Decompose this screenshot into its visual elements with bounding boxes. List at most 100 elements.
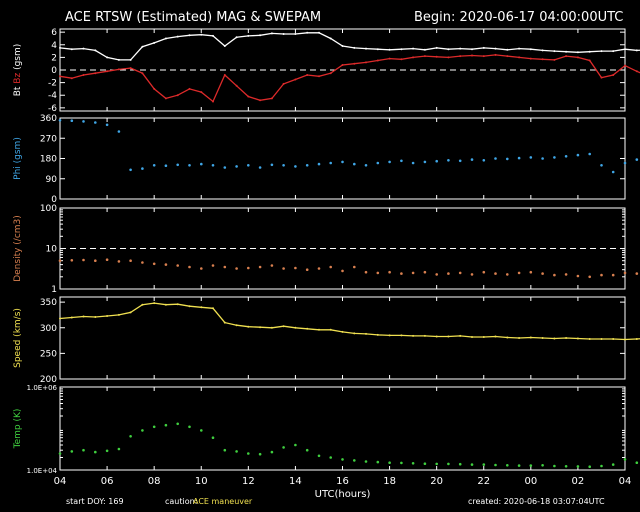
density-ylabel: Density (/cm3) (13, 215, 23, 282)
bz-data-point (117, 68, 120, 71)
speed-data-point (270, 326, 273, 329)
phi-data-point (82, 120, 85, 123)
bz-data-point (423, 55, 426, 58)
phi-data-point (247, 164, 250, 167)
density-data-point (353, 265, 356, 269)
speed-data-point (164, 303, 167, 306)
x-tick-label: 02 (572, 476, 585, 487)
temp-data-point (529, 464, 533, 467)
bt-data-point (353, 46, 356, 49)
created-time: created: 2020-06-18 03:07:04UTC (468, 497, 605, 506)
bt-data-point (600, 50, 603, 53)
temp-panel-frame (59, 386, 626, 471)
phi-data-point (588, 152, 591, 156)
temp-data-point (482, 463, 486, 466)
density-data-point (200, 267, 203, 270)
temp-data-point (94, 450, 97, 454)
temp-data-point (517, 464, 521, 467)
temp-data-point (447, 462, 450, 466)
density-data-point (235, 267, 238, 270)
mag-ytick-label: -4 (48, 91, 57, 101)
density-data-point (141, 261, 144, 264)
speed-data-point (529, 336, 532, 339)
mag-ytick-label: -2 (48, 79, 57, 89)
speed-data-point (365, 332, 367, 335)
temp-data-point (70, 450, 74, 453)
speed-data-point (588, 338, 591, 340)
bt-data-point (447, 48, 450, 51)
phi-data-point (623, 161, 627, 165)
bz-data-point (447, 56, 450, 59)
bz-data-point (600, 76, 603, 79)
phi-data-point (541, 157, 544, 160)
x-tick-label: 08 (148, 476, 161, 487)
x-tick-label: 06 (101, 476, 114, 487)
speed-data-point (200, 306, 203, 309)
phi-data-point (94, 121, 97, 124)
temp-data-point (635, 461, 639, 465)
speed-ytick-label: 300 (40, 324, 57, 334)
density-data-point (388, 270, 391, 274)
bz-data-point (494, 53, 497, 56)
bt-data-point (129, 58, 132, 61)
temp-data-point (458, 462, 462, 466)
density-ytick-label: 100 (40, 204, 57, 214)
speed-data-point (247, 325, 250, 328)
temp-data-point (152, 425, 156, 429)
temp-data-point (270, 450, 274, 454)
phi-data-point (223, 166, 227, 169)
speed-data-point (94, 316, 97, 318)
phi-data-point (364, 164, 368, 167)
density-data-point (611, 273, 615, 277)
density-data-point (529, 270, 533, 274)
phi-data-point (305, 164, 309, 167)
phi-ytick-label: 270 (40, 134, 57, 144)
speed-series-line (59, 302, 640, 341)
bt-data-point (435, 46, 438, 49)
bz-data-point (306, 74, 309, 76)
speed-data-point (259, 326, 262, 329)
mag-ytick-label: 4 (51, 41, 57, 51)
phi-data-point (341, 160, 344, 164)
density-data-point (447, 272, 450, 275)
temp-data-point (317, 454, 321, 458)
bz-data-point (635, 70, 638, 73)
phi-data-point (105, 123, 109, 127)
x-tick-label: 04 (619, 476, 632, 487)
speed-data-point (388, 334, 391, 337)
phi-data-point (164, 164, 168, 167)
temp-data-point (329, 456, 333, 459)
x-tick-label: 00 (524, 476, 537, 487)
phi-data-point (117, 130, 121, 133)
bz-data-point (106, 70, 109, 73)
bt-data-point (200, 33, 203, 36)
density-data-point (423, 270, 427, 274)
bt-data-point (270, 32, 273, 35)
bt-data-point (565, 50, 568, 53)
phi-data-point (188, 164, 191, 167)
bz-data-point (388, 57, 391, 60)
speed-data-point (212, 307, 214, 310)
density-data-point (435, 273, 439, 276)
bz-data-point (471, 54, 473, 57)
density-data-point (588, 275, 591, 279)
density-data-point (494, 272, 497, 275)
density-data-point (94, 259, 97, 263)
density-data-point (82, 258, 85, 262)
phi-data-point (553, 156, 556, 159)
speed-data-point (459, 334, 462, 337)
phi-data-point (564, 155, 568, 158)
density-data-point (129, 259, 132, 263)
x-tick-label: 12 (242, 476, 255, 487)
speed-data-point (106, 315, 109, 317)
temp-data-point (435, 462, 439, 466)
speed-data-point (423, 334, 426, 337)
bz-data-point (270, 97, 273, 100)
density-data-point (329, 265, 333, 269)
temp-data-point (235, 450, 238, 453)
bz-data-point (506, 55, 509, 58)
mag-ylabel-part: (gsm) (13, 44, 23, 73)
speed-data-point (565, 337, 568, 339)
bt-data-point (212, 34, 214, 37)
